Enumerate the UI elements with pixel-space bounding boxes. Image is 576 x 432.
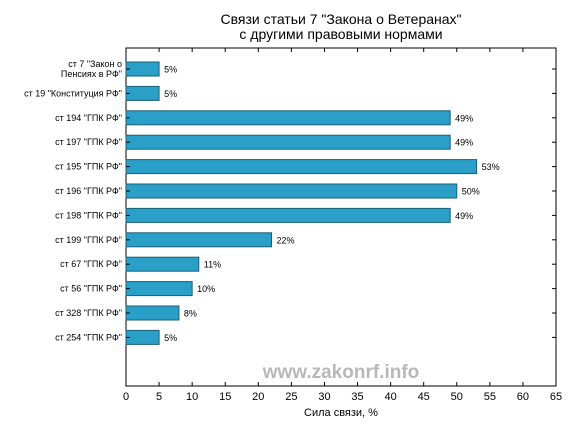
bar: [125, 183, 458, 199]
category-label: ст 67 "ГПК РФ": [60, 259, 122, 269]
bar: [125, 256, 200, 272]
x-tick-label: 55: [484, 391, 496, 403]
bar-value-label: 50%: [462, 187, 480, 197]
bar-value-label: 5%: [164, 89, 177, 99]
category-label: ст 198 "ГПК РФ": [55, 210, 122, 220]
x-tick-label: 40: [384, 391, 396, 403]
bar: [125, 61, 160, 77]
category-label: ст 19 "Конституция РФ": [24, 88, 122, 98]
category-label: ст 199 "ГПК РФ": [55, 235, 122, 245]
x-tick-label: 35: [351, 391, 363, 403]
bar: [125, 305, 180, 321]
category-label: ст 194 "ГПК РФ": [55, 113, 122, 123]
bar: [125, 232, 273, 248]
category-label: ст 197 "ГПК РФ": [55, 137, 122, 147]
category-label: ст 254 "ГПК РФ": [55, 332, 122, 342]
bar-value-label: 53%: [482, 162, 500, 172]
bar-value-label: 10%: [197, 284, 215, 294]
bar: [125, 281, 193, 297]
x-tick-label: 5: [156, 391, 162, 403]
x-tick-label: 25: [285, 391, 297, 403]
bar: [125, 159, 478, 175]
bar: [125, 85, 160, 101]
x-axis-label: Сила связи, %: [304, 407, 378, 419]
x-tick-label: 15: [219, 391, 231, 403]
x-tick-label: 65: [550, 391, 562, 403]
x-tick-label: 60: [517, 391, 529, 403]
bar: [125, 110, 451, 126]
bar: [125, 329, 160, 345]
chart-title-line-2: с другими правовыми нормами: [239, 26, 442, 42]
x-tick-label: 20: [252, 391, 264, 403]
chart-title-line-1: Связи статьи 7 "Закона о Ветеранах": [220, 11, 461, 27]
bar-value-label: 49%: [455, 138, 473, 148]
bar-value-label: 5%: [164, 333, 177, 343]
category-label: ст 328 "ГПК РФ": [55, 308, 122, 318]
category-label: Пенсиях в РФ": [61, 69, 122, 79]
category-label: ст 56 "ГПК РФ": [60, 284, 122, 294]
bar-value-label: 49%: [455, 113, 473, 123]
x-tick-label: 30: [318, 391, 330, 403]
bar-value-label: 11%: [204, 260, 221, 270]
bar: [125, 207, 451, 223]
bar-value-label: 49%: [455, 211, 473, 221]
watermark-text: www.zakonrf.info: [262, 362, 420, 383]
category-label: ст 195 "ГПК РФ": [55, 162, 122, 172]
category-label: ст 196 "ГПК РФ": [55, 186, 122, 196]
bar-value-label: 22%: [277, 235, 295, 245]
bar-value-label: 5%: [164, 65, 177, 75]
x-tick-label: 50: [451, 391, 463, 403]
bar-value-label: 8%: [184, 309, 197, 319]
x-tick-label: 10: [186, 391, 198, 403]
x-tick-label: 45: [418, 391, 430, 403]
x-tick-label: 0: [123, 391, 129, 403]
category-label: ст 7 "Закон о: [68, 59, 122, 69]
bar: [125, 134, 451, 150]
